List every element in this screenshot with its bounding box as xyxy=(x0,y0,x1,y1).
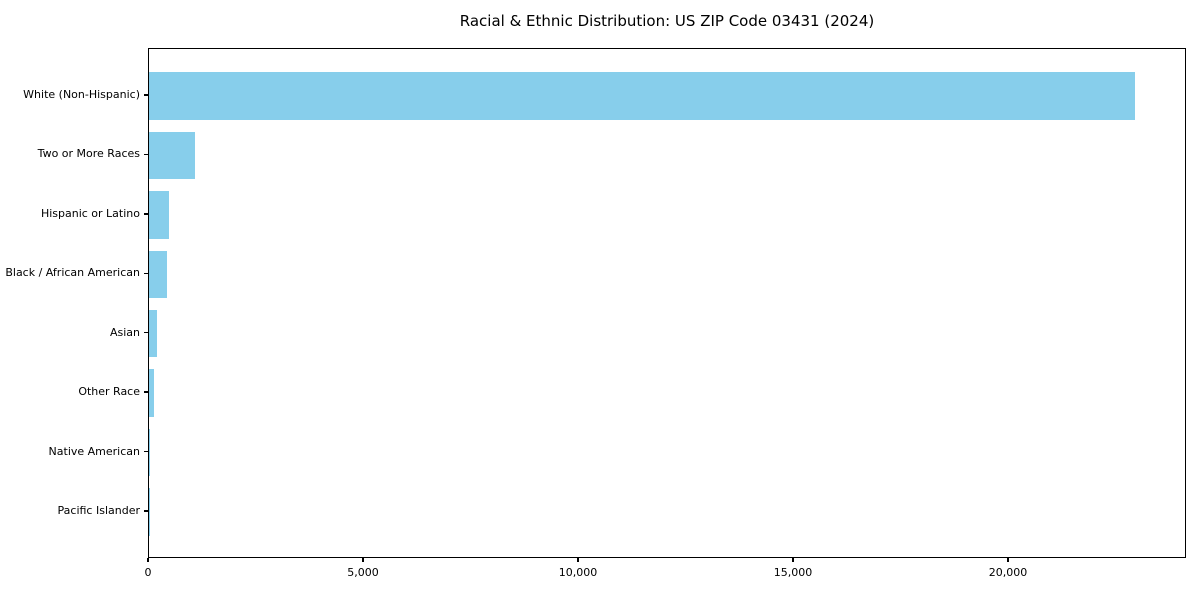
bar-other-race xyxy=(149,369,155,417)
y-tick-mark xyxy=(144,510,148,512)
bar-black-african-american xyxy=(149,250,168,299)
y-tick-label: Other Race xyxy=(78,385,140,399)
y-tick-label: Pacific Islander xyxy=(57,504,140,518)
x-tick-label: 20,000 xyxy=(988,566,1028,579)
y-tick-label: Asian xyxy=(109,325,140,339)
chart-title: Racial & Ethnic Distribution: US ZIP Cod… xyxy=(459,12,875,30)
y-tick-mark xyxy=(144,331,148,334)
bar-white-non-hispanic xyxy=(149,72,1136,120)
y-tick-mark xyxy=(144,272,148,275)
x-tick-label: 5,000 xyxy=(347,566,379,579)
bar-asian xyxy=(149,309,157,358)
y-tick-mark xyxy=(144,94,148,96)
y-tick-label: White (Non-Hispanic) xyxy=(23,87,140,101)
x-tick-mark xyxy=(577,558,579,562)
bar-native-american xyxy=(149,428,150,477)
x-tick-label: 0 xyxy=(144,566,152,579)
y-tick-mark xyxy=(144,153,148,156)
y-tick-label: Black / African American xyxy=(5,266,140,280)
bar-hispanic-or-latino xyxy=(149,191,169,239)
y-tick-mark xyxy=(144,450,148,453)
x-tick-mark xyxy=(147,558,149,562)
plot-area xyxy=(148,48,1186,558)
x-tick-mark xyxy=(362,558,364,562)
y-tick-label: Hispanic or Latino xyxy=(40,206,140,220)
x-tick-label: 10,000 xyxy=(558,566,598,579)
y-tick-mark xyxy=(144,391,148,393)
y-tick-mark xyxy=(144,213,148,215)
x-tick-mark xyxy=(792,558,794,562)
bar-two-or-more-races xyxy=(149,131,195,180)
y-tick-label: Native American xyxy=(48,444,140,458)
x-tick-label: 15,000 xyxy=(773,566,813,579)
y-tick-label: Two or More Races xyxy=(37,147,140,161)
x-tick-mark xyxy=(1007,558,1009,562)
